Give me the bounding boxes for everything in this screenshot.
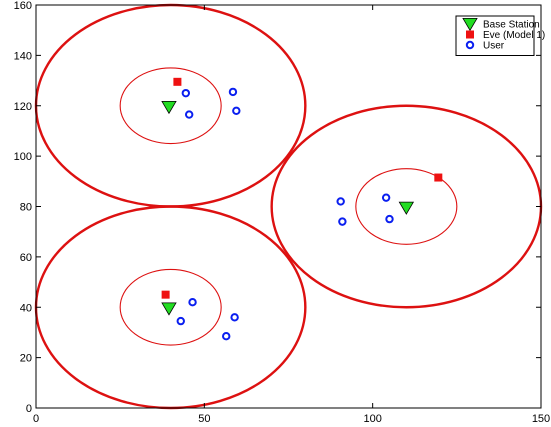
user-point-3 [232,106,241,115]
base-station-point-1 [161,302,177,316]
legend-label-user: User [483,41,505,52]
y-tick-label-6: 120 [14,101,32,113]
y-tick-label-3: 60 [20,252,32,264]
base-station-point-0 [161,101,177,115]
coverage-circle-inner-3 [119,268,222,346]
y-tick-label-5: 100 [14,151,32,163]
x-tick-label-2: 100 [363,413,381,425]
legend-marker-eve-model-1 [466,30,474,39]
user-point-2 [228,87,238,97]
user-point-11 [385,214,394,224]
axes-frame [35,4,542,409]
eve-model-1-point-1 [161,290,170,299]
user-point-10 [381,193,391,202]
user-point-8 [336,197,345,206]
legend-marker-base-station [462,17,478,32]
data-points [161,77,443,341]
eve-model-1-point-2 [434,173,443,182]
user-point-4 [188,298,197,307]
legend-label-base-station: Base Station [483,20,540,31]
y-tick-label-2: 40 [20,302,32,314]
eve-model-1-point-0 [173,77,182,86]
axis-ticks: 0 50 100 150 0 20 40 60 80 100 120 140 160 [14,0,551,425]
coverage-circles [34,3,543,410]
y-tick-label-0: 0 [26,403,32,415]
legend-label-eve-model-1: Eve (Model 1) [483,30,545,41]
y-tick-label-4: 80 [20,202,32,214]
user-point-1 [184,110,194,119]
x-tick-label-1: 50 [198,413,210,425]
x-tick-label-0: 0 [33,413,39,425]
y-tick-label-8: 160 [14,0,32,12]
user-point-6 [222,332,231,341]
coverage-circle-inner-1 [119,67,222,145]
user-point-9 [338,217,347,226]
user-point-0 [181,88,191,98]
coverage-circle-inner-5 [355,168,458,245]
user-point-5 [176,316,185,326]
base-station-point-2 [398,201,415,215]
y-tick-label-1: 20 [20,353,32,365]
x-tick-label-3: 150 [532,413,550,425]
legend-marker-user [465,40,475,50]
y-tick-label-7: 140 [14,50,32,62]
user-point-7 [230,313,239,322]
